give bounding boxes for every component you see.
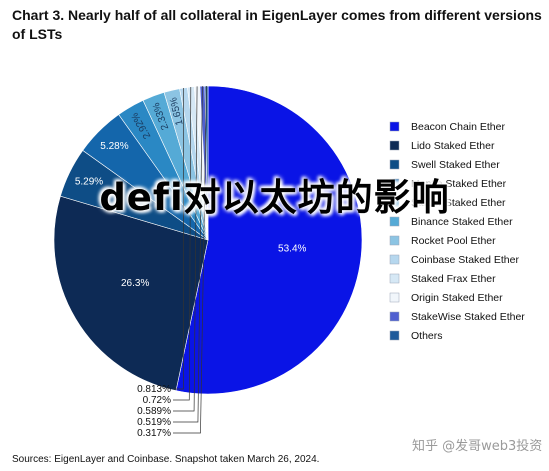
slice-label-coinbase-staked-ether: 0.813% xyxy=(137,384,171,395)
watermark: 知乎 @发哥web3投资 xyxy=(412,439,543,454)
legend-label-coinbase-staked-ether: Coinbase Staked Ether xyxy=(411,254,519,266)
legend-swatch-beacon-chain-ether xyxy=(389,121,400,132)
legend-label-staked-frax-ether: Staked Frax Ether xyxy=(411,273,496,285)
slice-label-others: 0.317% xyxy=(137,428,171,439)
legend-label-stader-staked-ether: Stader Staked Ether xyxy=(411,197,506,209)
slice-label-stakewise-staked-ether: 0.519% xyxy=(137,417,171,428)
legend-swatch-swell-staked-ether xyxy=(389,159,400,170)
legend-item-stader-staked-ether: Stader Staked Ether xyxy=(389,197,506,209)
slice-label-mantle-staked-ether: 5.28% xyxy=(100,141,128,152)
legend-swatch-binance-staked-ether xyxy=(389,216,400,227)
legend-swatch-stader-staked-ether xyxy=(389,197,400,208)
legend-item-binance-staked-ether: Binance Staked Ether xyxy=(389,216,513,228)
legend-swatch-rocket-pool-ether xyxy=(389,235,400,246)
legend-swatch-stakewise-staked-ether xyxy=(389,311,400,322)
legend-swatch-others xyxy=(389,330,400,341)
legend-item-stakewise-staked-ether: StakeWise Staked Ether xyxy=(389,311,525,323)
legend-label-beacon-chain-ether: Beacon Chain Ether xyxy=(411,121,505,133)
legend-label-mantle-staked-ether: Mantle Staked Ether xyxy=(411,178,507,190)
legend-item-coinbase-staked-ether: Coinbase Staked Ether xyxy=(389,254,519,266)
legend-item-origin-staked-ether: Origin Staked Ether xyxy=(389,292,503,304)
legend-label-origin-staked-ether: Origin Staked Ether xyxy=(411,292,503,304)
leader-line-stakewise-staked-ether xyxy=(173,86,203,423)
leader-line-origin-staked-ether xyxy=(173,86,198,412)
leader-line-staked-frax-ether xyxy=(173,86,192,401)
leader-line-others xyxy=(173,86,207,434)
legend-label-lido-staked-ether: Lido Staked Ether xyxy=(411,140,495,152)
pie-slice-beacon-chain-ether xyxy=(175,85,363,395)
leader-line-coinbase-staked-ether xyxy=(173,87,184,390)
legend-swatch-staked-frax-ether xyxy=(389,273,400,284)
overlay-caption: defi对以太坊的影响 xyxy=(99,176,450,219)
legend-swatch-lido-staked-ether xyxy=(389,140,400,151)
legend-item-mantle-staked-ether: Mantle Staked Ether xyxy=(389,178,507,190)
legend-label-swell-staked-ether: Swell Staked Ether xyxy=(411,159,500,171)
slice-label-origin-staked-ether: 0.589% xyxy=(137,406,171,417)
slice-label-swell-staked-ether: 5.29% xyxy=(75,176,103,187)
legend-item-staked-frax-ether: Staked Frax Ether xyxy=(389,273,496,285)
legend-label-stakewise-staked-ether: StakeWise Staked Ether xyxy=(411,311,525,323)
legend-swatch-origin-staked-ether xyxy=(389,292,400,303)
chart-title: Chart 3. Nearly half of all collateral i… xyxy=(12,7,542,42)
source-note: Sources: EigenLayer and Coinbase. Snapsh… xyxy=(12,454,320,465)
legend-item-others: Others xyxy=(389,330,443,342)
legend-label-others: Others xyxy=(411,330,443,342)
legend-label-rocket-pool-ether: Rocket Pool Ether xyxy=(411,235,496,247)
pie-slice-lido-staked-ether xyxy=(53,195,209,391)
slice-label-beacon-chain-ether: 53.4% xyxy=(278,243,306,254)
legend-item-swell-staked-ether: Swell Staked Ether xyxy=(389,159,500,171)
legend-item-rocket-pool-ether: Rocket Pool Ether xyxy=(389,235,496,247)
legend-item-beacon-chain-ether: Beacon Chain Ether xyxy=(389,121,505,133)
slice-label-lido-staked-ether: 26.3% xyxy=(121,278,149,289)
legend-item-lido-staked-ether: Lido Staked Ether xyxy=(389,140,495,152)
legend-label-binance-staked-ether: Binance Staked Ether xyxy=(411,216,513,228)
legend-swatch-mantle-staked-ether xyxy=(389,178,400,189)
slice-label-staked-frax-ether: 0.72% xyxy=(143,395,171,406)
legend-swatch-coinbase-staked-ether xyxy=(389,254,400,265)
